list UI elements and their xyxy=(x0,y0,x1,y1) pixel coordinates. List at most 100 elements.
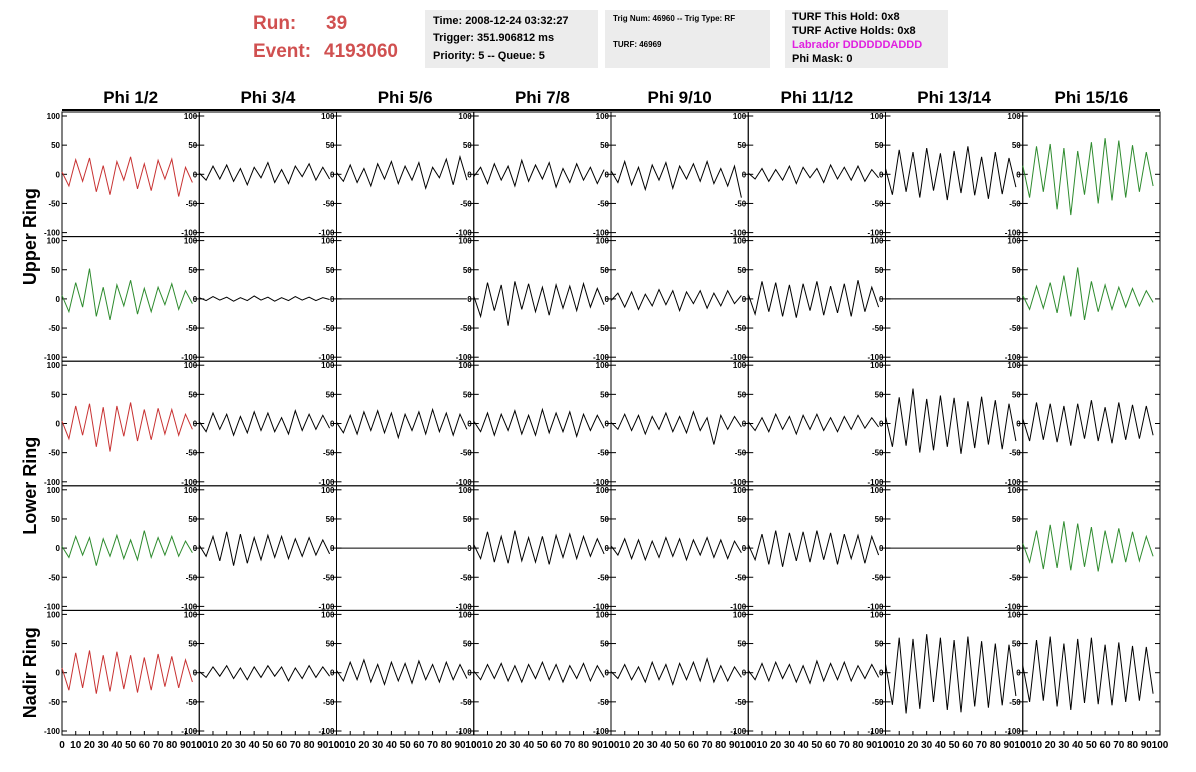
y-tick-label: -100 xyxy=(730,727,747,736)
y-tick-label: -50 xyxy=(1009,449,1021,458)
y-tick-label: -100 xyxy=(1005,478,1022,487)
panel-frame xyxy=(336,111,475,238)
x-tick-label: 90 xyxy=(1141,740,1153,751)
column-title: Phi 7/8 xyxy=(515,88,570,107)
waveform xyxy=(747,412,880,436)
x-tick-label: 30 xyxy=(372,740,384,751)
waveform xyxy=(610,536,742,562)
y-tick-label: 50 xyxy=(188,515,197,524)
y-tick-label: 100 xyxy=(1007,361,1021,370)
panel-frame xyxy=(1022,360,1161,487)
y-tick-label: 50 xyxy=(875,390,884,399)
x-tick-label: 30 xyxy=(509,740,521,751)
x-tick-label: 70 xyxy=(839,740,851,751)
x-tick-label: 100 xyxy=(328,740,345,751)
x-tick-label: 10 xyxy=(345,740,357,751)
y-tick-label: -50 xyxy=(460,199,472,208)
y-tick-label: 50 xyxy=(326,515,335,524)
y-tick-label: -50 xyxy=(186,698,198,707)
y-tick-label: 0 xyxy=(193,420,198,429)
panel-frame xyxy=(198,485,337,611)
y-tick-label: 100 xyxy=(47,486,61,495)
x-tick-label: 100 xyxy=(1014,740,1031,751)
waveform xyxy=(1022,521,1154,572)
waveform xyxy=(747,659,880,685)
x-tick-label: 100 xyxy=(877,740,894,751)
panel-frame xyxy=(1022,609,1161,736)
x-tick-label: 10 xyxy=(756,740,768,751)
y-tick-label: 50 xyxy=(737,640,746,649)
panel-frame xyxy=(198,360,337,487)
panel-frame xyxy=(473,485,612,611)
y-tick-label: 50 xyxy=(463,640,472,649)
y-tick-label: 100 xyxy=(870,112,884,121)
y-tick-label: -100 xyxy=(730,229,747,238)
column-title: Phi 9/10 xyxy=(647,88,711,107)
y-tick-label: 100 xyxy=(47,361,61,370)
y-tick-label: 100 xyxy=(184,112,198,121)
y-tick-label: -50 xyxy=(735,449,747,458)
x-tick-label: 0 xyxy=(334,740,340,751)
info-box xyxy=(605,10,770,68)
y-tick-label: 0 xyxy=(1016,669,1021,678)
x-tick-label: 90 xyxy=(866,740,878,751)
y-tick-label: 100 xyxy=(184,237,198,246)
x-tick-label: 20 xyxy=(358,740,370,751)
y-tick-label: -100 xyxy=(181,229,198,238)
panel-frame xyxy=(610,609,749,736)
x-tick-label: 10 xyxy=(207,740,219,751)
y-tick-label: 0 xyxy=(1016,170,1021,179)
y-tick-label: -100 xyxy=(318,353,335,362)
info-text: TURF: 46969 xyxy=(613,40,662,49)
y-tick-label: 0 xyxy=(330,544,335,553)
y-tick-label: 100 xyxy=(321,486,335,495)
y-tick-label: -50 xyxy=(872,449,884,458)
panel-frame xyxy=(747,485,886,611)
info-text: TURF Active Holds: 0x8 xyxy=(792,25,916,37)
y-tick-label: 50 xyxy=(737,141,746,150)
x-tick-label: 90 xyxy=(180,740,192,751)
panel-frame xyxy=(61,485,200,611)
waveform xyxy=(1022,636,1154,711)
x-tick-label: 30 xyxy=(921,740,933,751)
y-tick-label: -50 xyxy=(597,324,609,333)
y-tick-label: -50 xyxy=(735,573,747,582)
y-tick-label: -50 xyxy=(48,449,60,458)
waveform xyxy=(473,281,605,326)
y-tick-label: 0 xyxy=(1016,295,1021,304)
x-tick-label: 10 xyxy=(70,740,82,751)
y-tick-label: -100 xyxy=(456,478,473,487)
y-tick-label: -100 xyxy=(867,602,884,611)
waveform xyxy=(747,280,880,318)
y-tick-label: 100 xyxy=(733,112,747,121)
panel-frame xyxy=(1022,111,1161,238)
x-tick-label: 50 xyxy=(125,740,137,751)
y-tick-label: 0 xyxy=(879,420,884,429)
y-tick-label: 50 xyxy=(875,515,884,524)
y-tick-label: 0 xyxy=(605,170,610,179)
y-tick-label: -100 xyxy=(593,478,610,487)
x-tick-label: 80 xyxy=(1127,740,1139,751)
x-tick-label: 60 xyxy=(413,740,425,751)
y-tick-label: -100 xyxy=(593,602,610,611)
y-tick-label: 0 xyxy=(605,295,610,304)
y-tick-label: -50 xyxy=(735,324,747,333)
x-tick-label: 50 xyxy=(949,740,961,751)
panel-frame xyxy=(61,609,200,736)
waveform xyxy=(198,161,331,187)
y-tick-label: -50 xyxy=(460,449,472,458)
y-tick-label: -100 xyxy=(867,229,884,238)
y-tick-label: 50 xyxy=(1012,640,1021,649)
x-tick-label: 100 xyxy=(603,740,620,751)
y-tick-label: 0 xyxy=(56,170,61,179)
y-tick-label: 0 xyxy=(56,420,61,429)
y-tick-label: 0 xyxy=(605,669,610,678)
y-tick-label: 100 xyxy=(458,112,472,121)
y-tick-label: 50 xyxy=(463,141,472,150)
y-tick-label: 50 xyxy=(188,141,197,150)
y-tick-label: 100 xyxy=(870,237,884,246)
y-tick-label: -50 xyxy=(323,573,335,582)
y-tick-label: -100 xyxy=(44,353,61,362)
y-tick-label: -50 xyxy=(1009,324,1021,333)
